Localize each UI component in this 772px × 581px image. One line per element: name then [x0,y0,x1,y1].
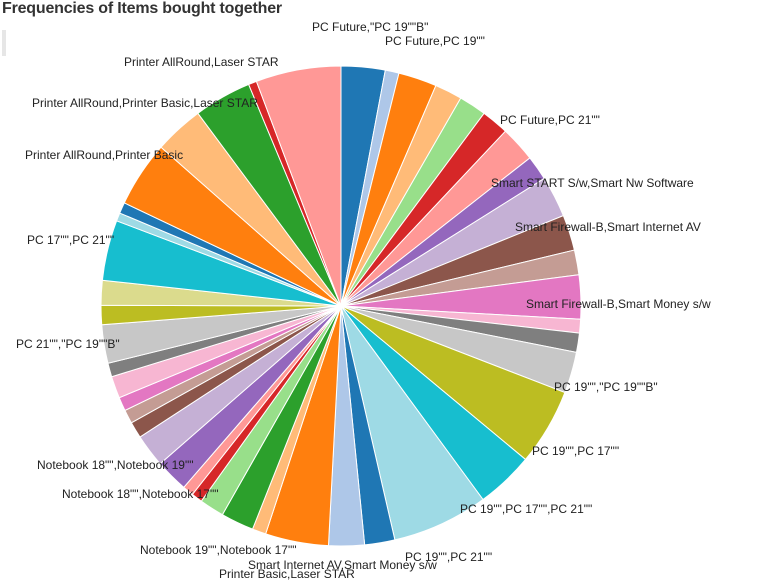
slice-label: PC 19"",PC 21"" [405,550,492,564]
slice-label: PC 21"","PC 19""B" [16,337,120,351]
slice-label: Notebook 18"",Notebook 19"" [37,458,193,472]
slice-label: Printer AllRound,Laser STAR [124,55,279,69]
slice-label: Notebook 18"",Notebook 17"" [62,487,218,501]
slice-label: PC Future,PC 21"" [500,113,600,127]
slice-label: Smart Firewall-B,Smart Internet AV [515,220,701,234]
pie-slice[interactable] [255,65,342,307]
slice-label: Smart Internet AV,Smart Money s/w [248,558,437,572]
pie-labels: PC Future,"PC 19""B"PC Future,PC 19"" PC … [16,20,711,581]
slice-label: PC Future,PC 19"" [385,34,485,48]
slice-label: Printer AllRound,Printer Basic,Laser STA… [32,96,258,110]
drag-handle[interactable] [2,30,6,56]
slice-label: PC 19"",PC 17"",PC 21"" [460,502,592,516]
slice-label: Notebook 19"",Notebook 17"" [140,543,296,557]
chart-title: Frequencies of Items bought together [2,0,282,17]
slice-label: PC Future,"PC 19""B" [312,20,428,34]
pie-slices [100,65,582,547]
slice-label: Printer Basic,Laser STAR [219,567,355,581]
slice-label: Smart Firewall-B,Smart Money s/w [526,297,711,311]
slice-label: PC 19"","PC 19""B" [554,380,658,394]
slice-label: PC 19"",PC 17"" [532,444,619,458]
slice-label: Printer AllRound,Printer Basic [25,148,183,162]
slice-label: Smart START S/w,Smart Nw Software [491,176,694,190]
slice-label: PC 17"",PC 21"" [27,233,114,247]
